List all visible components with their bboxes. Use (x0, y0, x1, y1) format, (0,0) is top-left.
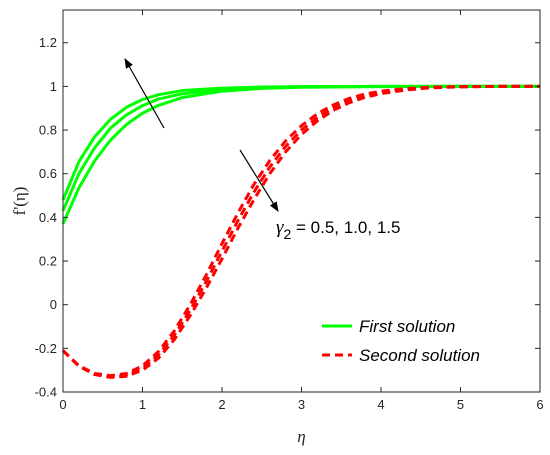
chart-marks (61, 84, 540, 379)
legend: First solution Second solution (322, 317, 480, 365)
x-tick-label: 6 (536, 397, 543, 412)
y-tick-label: -0.2 (35, 341, 57, 356)
y-tick-label: 0.6 (39, 166, 57, 181)
first-solution-line-3 (61, 84, 540, 201)
axes-box (62, 9, 541, 393)
annotation: γ2 = 0.5, 1.0, 1.5 (124, 58, 400, 242)
x-tick-label: 0 (59, 397, 66, 412)
first-solution-line-2 (61, 84, 540, 212)
x-axis-label: η (297, 427, 305, 446)
legend-label-first: First solution (359, 317, 455, 336)
x-tick-label: 5 (457, 397, 464, 412)
increase-arrow (124, 58, 165, 129)
x-tick-label: 3 (298, 397, 305, 412)
y-tick-label: 0.2 (39, 254, 57, 269)
y-tick-label: 1 (50, 79, 57, 94)
second-solution-line-3 (61, 84, 540, 379)
x-tick-label: 1 (139, 397, 146, 412)
first-solution-line-1 (61, 84, 540, 225)
decrease-arrow (239, 149, 279, 212)
parameter-annotation: γ2 = 0.5, 1.0, 1.5 (276, 217, 400, 242)
y-tick-label: 1.2 (39, 35, 57, 50)
y-tick-label: 0.4 (39, 210, 57, 225)
y-tick-label: 0.8 (39, 123, 57, 138)
y-tick-label: -0.4 (35, 385, 57, 400)
x-tick-label: 4 (377, 397, 384, 412)
legend-label-second: Second solution (359, 346, 480, 365)
y-axis-label: f'(η) (10, 187, 29, 216)
y-tick-label: 0 (50, 297, 57, 312)
x-tick-label: 2 (218, 397, 225, 412)
axis-ticks: 0 1 2 3 4 5 6 -0.4 -0.2 0 0.2 0.4 0.6 0.8 1 1.2 (35, 10, 544, 412)
